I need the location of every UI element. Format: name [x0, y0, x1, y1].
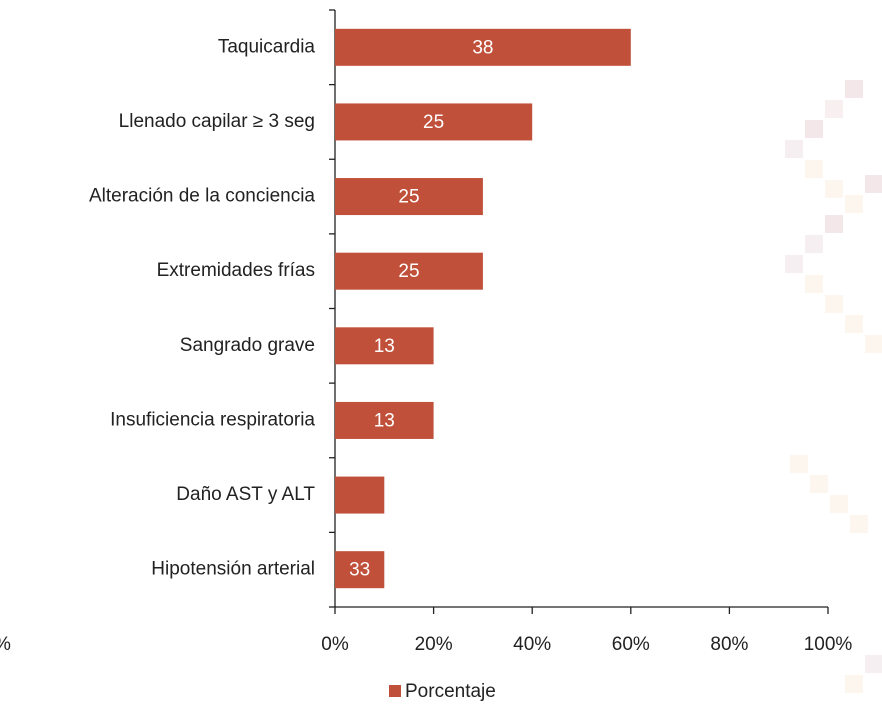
y-tick-label: Alteración de la conciencia [89, 186, 315, 207]
legend-label: Porcentaje [405, 681, 496, 702]
legend-swatch [389, 685, 401, 697]
bar [335, 327, 434, 365]
y-tick-label: Hipotensión arterial [151, 559, 315, 580]
x-tick-label: 40% [513, 634, 551, 655]
bar-label: 25 [423, 112, 444, 133]
bar-label: 38 [472, 37, 493, 58]
x-tick-label: 0% [321, 634, 349, 655]
bar [335, 103, 533, 141]
bar [335, 401, 434, 439]
bar [335, 252, 483, 290]
bar-label: 33 [349, 560, 370, 581]
x-tick-label: 60% [612, 634, 650, 655]
annotation: % [0, 634, 11, 655]
y-tick-label: Taquicardia [218, 36, 316, 57]
x-tick-label: 100% [804, 634, 853, 655]
bar-label: 25 [398, 261, 419, 282]
bar-label: 13 [374, 336, 395, 357]
bar [335, 178, 483, 216]
bar [335, 476, 385, 514]
bar [335, 28, 631, 66]
y-tick-label: Extremidades frías [157, 260, 315, 281]
y-tick-label: Sangrado grave [180, 335, 315, 356]
y-tick-label: Llenado capilar ≥ 3 seg [119, 111, 315, 132]
background-decoration [785, 80, 882, 693]
x-tick-label: 20% [415, 634, 453, 655]
bar-label: 25 [398, 187, 419, 208]
x-tick-label: 80% [710, 634, 748, 655]
bar-label: 13 [374, 410, 395, 431]
y-tick-label: Insuficiencia respiratoria [110, 409, 315, 430]
bar [335, 551, 385, 589]
y-tick-label: Daño AST y ALT [176, 484, 315, 505]
